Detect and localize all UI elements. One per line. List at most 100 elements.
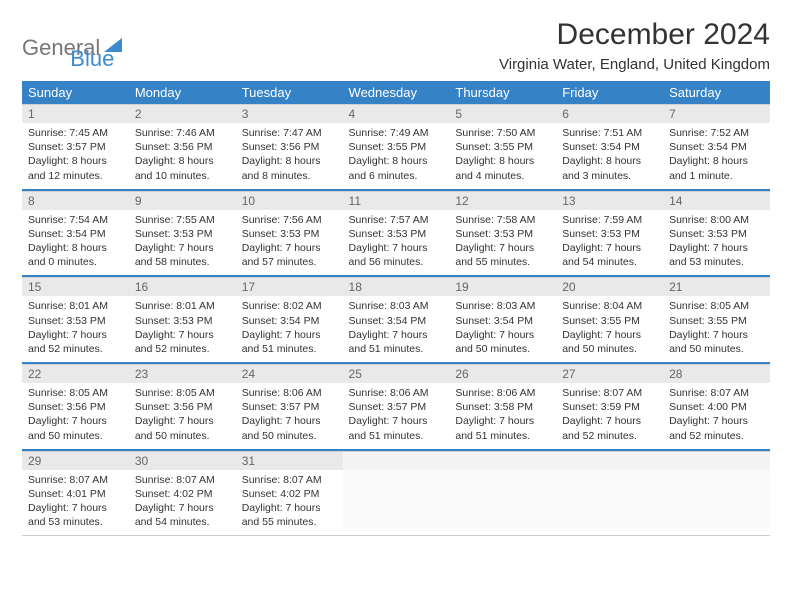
daylight-line: Daylight: 7 hours and 50 minutes. xyxy=(135,414,230,442)
header: General Blue December 2024 Virginia Wate… xyxy=(22,18,770,73)
day-cell: . xyxy=(663,450,770,536)
sunset-line: Sunset: 3:55 PM xyxy=(562,314,657,328)
day-cell: 23Sunrise: 8:05 AMSunset: 3:56 PMDayligh… xyxy=(129,363,236,450)
daylight-line: Daylight: 7 hours and 56 minutes. xyxy=(349,241,444,269)
day-cell: 16Sunrise: 8:01 AMSunset: 3:53 PMDayligh… xyxy=(129,276,236,363)
daylight-line: Daylight: 8 hours and 6 minutes. xyxy=(349,154,444,182)
day-body: Sunrise: 8:07 AMSunset: 4:02 PMDaylight:… xyxy=(236,470,343,536)
daylight-line: Daylight: 7 hours and 50 minutes. xyxy=(669,328,764,356)
day-body: Sunrise: 7:49 AMSunset: 3:55 PMDaylight:… xyxy=(343,123,450,189)
day-number: 14 xyxy=(663,191,770,210)
sunrise-line: Sunrise: 8:03 AM xyxy=(455,299,550,313)
sunrise-line: Sunrise: 7:58 AM xyxy=(455,213,550,227)
daylight-line: Daylight: 7 hours and 50 minutes. xyxy=(562,328,657,356)
day-header: Sunday xyxy=(22,81,129,104)
day-body: Sunrise: 7:56 AMSunset: 3:53 PMDaylight:… xyxy=(236,210,343,276)
day-number: 12 xyxy=(449,191,556,210)
sunrise-line: Sunrise: 8:01 AM xyxy=(28,299,123,313)
sunset-line: Sunset: 3:55 PM xyxy=(455,140,550,154)
day-cell: . xyxy=(556,450,663,536)
day-cell: 5Sunrise: 7:50 AMSunset: 3:55 PMDaylight… xyxy=(449,104,556,190)
day-header: Monday xyxy=(129,81,236,104)
sunset-line: Sunset: 3:55 PM xyxy=(669,314,764,328)
daylight-line: Daylight: 7 hours and 54 minutes. xyxy=(562,241,657,269)
calendar-header-row: SundayMondayTuesdayWednesdayThursdayFrid… xyxy=(22,81,770,104)
daylight-line: Daylight: 8 hours and 10 minutes. xyxy=(135,154,230,182)
sunrise-line: Sunrise: 7:46 AM xyxy=(135,126,230,140)
sunset-line: Sunset: 4:02 PM xyxy=(135,487,230,501)
day-body: Sunrise: 7:52 AMSunset: 3:54 PMDaylight:… xyxy=(663,123,770,189)
day-number: 29 xyxy=(22,451,129,470)
day-body: Sunrise: 7:46 AMSunset: 3:56 PMDaylight:… xyxy=(129,123,236,189)
day-body: Sunrise: 7:50 AMSunset: 3:55 PMDaylight:… xyxy=(449,123,556,189)
day-cell: 9Sunrise: 7:55 AMSunset: 3:53 PMDaylight… xyxy=(129,190,236,277)
sunset-line: Sunset: 3:54 PM xyxy=(349,314,444,328)
day-body: Sunrise: 7:54 AMSunset: 3:54 PMDaylight:… xyxy=(22,210,129,276)
day-body: Sunrise: 7:45 AMSunset: 3:57 PMDaylight:… xyxy=(22,123,129,189)
daylight-line: Daylight: 7 hours and 50 minutes. xyxy=(28,414,123,442)
week-row: 29Sunrise: 8:07 AMSunset: 4:01 PMDayligh… xyxy=(22,450,770,536)
day-body: Sunrise: 8:05 AMSunset: 3:56 PMDaylight:… xyxy=(22,383,129,449)
day-header: Friday xyxy=(556,81,663,104)
daylight-line: Daylight: 7 hours and 52 minutes. xyxy=(669,414,764,442)
daylight-line: Daylight: 7 hours and 52 minutes. xyxy=(135,328,230,356)
day-cell: 30Sunrise: 8:07 AMSunset: 4:02 PMDayligh… xyxy=(129,450,236,536)
sunrise-line: Sunrise: 7:45 AM xyxy=(28,126,123,140)
day-cell: 8Sunrise: 7:54 AMSunset: 3:54 PMDaylight… xyxy=(22,190,129,277)
day-body: Sunrise: 7:57 AMSunset: 3:53 PMDaylight:… xyxy=(343,210,450,276)
sunset-line: Sunset: 3:57 PM xyxy=(349,400,444,414)
day-cell: 26Sunrise: 8:06 AMSunset: 3:58 PMDayligh… xyxy=(449,363,556,450)
day-cell: 3Sunrise: 7:47 AMSunset: 3:56 PMDaylight… xyxy=(236,104,343,190)
daylight-line: Daylight: 8 hours and 4 minutes. xyxy=(455,154,550,182)
daylight-line: Daylight: 7 hours and 50 minutes. xyxy=(455,328,550,356)
day-number: 10 xyxy=(236,191,343,210)
sunrise-line: Sunrise: 8:03 AM xyxy=(349,299,444,313)
sunrise-line: Sunrise: 7:54 AM xyxy=(28,213,123,227)
sunrise-line: Sunrise: 8:06 AM xyxy=(349,386,444,400)
daylight-line: Daylight: 8 hours and 0 minutes. xyxy=(28,241,123,269)
sunrise-line: Sunrise: 8:07 AM xyxy=(28,473,123,487)
sunset-line: Sunset: 3:56 PM xyxy=(135,140,230,154)
sunrise-line: Sunrise: 8:07 AM xyxy=(562,386,657,400)
day-cell: 27Sunrise: 8:07 AMSunset: 3:59 PMDayligh… xyxy=(556,363,663,450)
sunset-line: Sunset: 3:53 PM xyxy=(242,227,337,241)
day-header: Wednesday xyxy=(343,81,450,104)
day-header: Thursday xyxy=(449,81,556,104)
day-body: Sunrise: 8:01 AMSunset: 3:53 PMDaylight:… xyxy=(129,296,236,362)
sunrise-line: Sunrise: 8:06 AM xyxy=(242,386,337,400)
day-number: 8 xyxy=(22,191,129,210)
day-cell: 15Sunrise: 8:01 AMSunset: 3:53 PMDayligh… xyxy=(22,276,129,363)
day-number: 27 xyxy=(556,364,663,383)
day-body-empty xyxy=(343,470,450,528)
sunrise-line: Sunrise: 7:56 AM xyxy=(242,213,337,227)
day-number: 19 xyxy=(449,277,556,296)
day-number-empty: . xyxy=(663,451,770,470)
day-cell: 14Sunrise: 8:00 AMSunset: 3:53 PMDayligh… xyxy=(663,190,770,277)
day-body: Sunrise: 8:07 AMSunset: 4:01 PMDaylight:… xyxy=(22,470,129,536)
day-number: 11 xyxy=(343,191,450,210)
day-body: Sunrise: 8:07 AMSunset: 4:02 PMDaylight:… xyxy=(129,470,236,536)
day-number: 1 xyxy=(22,104,129,123)
day-number: 3 xyxy=(236,104,343,123)
day-cell: 22Sunrise: 8:05 AMSunset: 3:56 PMDayligh… xyxy=(22,363,129,450)
daylight-line: Daylight: 8 hours and 8 minutes. xyxy=(242,154,337,182)
day-number: 26 xyxy=(449,364,556,383)
sunrise-line: Sunrise: 8:07 AM xyxy=(135,473,230,487)
day-body: Sunrise: 8:07 AMSunset: 3:59 PMDaylight:… xyxy=(556,383,663,449)
day-number: 21 xyxy=(663,277,770,296)
sunrise-line: Sunrise: 8:01 AM xyxy=(135,299,230,313)
day-body: Sunrise: 8:06 AMSunset: 3:57 PMDaylight:… xyxy=(236,383,343,449)
title-block: December 2024 Virginia Water, England, U… xyxy=(499,18,770,73)
sunset-line: Sunset: 3:54 PM xyxy=(562,140,657,154)
day-cell: 19Sunrise: 8:03 AMSunset: 3:54 PMDayligh… xyxy=(449,276,556,363)
sunrise-line: Sunrise: 7:59 AM xyxy=(562,213,657,227)
day-cell: 29Sunrise: 8:07 AMSunset: 4:01 PMDayligh… xyxy=(22,450,129,536)
sunset-line: Sunset: 3:54 PM xyxy=(669,140,764,154)
day-cell: 7Sunrise: 7:52 AMSunset: 3:54 PMDaylight… xyxy=(663,104,770,190)
day-body: Sunrise: 7:58 AMSunset: 3:53 PMDaylight:… xyxy=(449,210,556,276)
calendar-body: 1Sunrise: 7:45 AMSunset: 3:57 PMDaylight… xyxy=(22,104,770,536)
day-number: 25 xyxy=(343,364,450,383)
daylight-line: Daylight: 7 hours and 57 minutes. xyxy=(242,241,337,269)
day-body: Sunrise: 7:59 AMSunset: 3:53 PMDaylight:… xyxy=(556,210,663,276)
day-body: Sunrise: 8:01 AMSunset: 3:53 PMDaylight:… xyxy=(22,296,129,362)
